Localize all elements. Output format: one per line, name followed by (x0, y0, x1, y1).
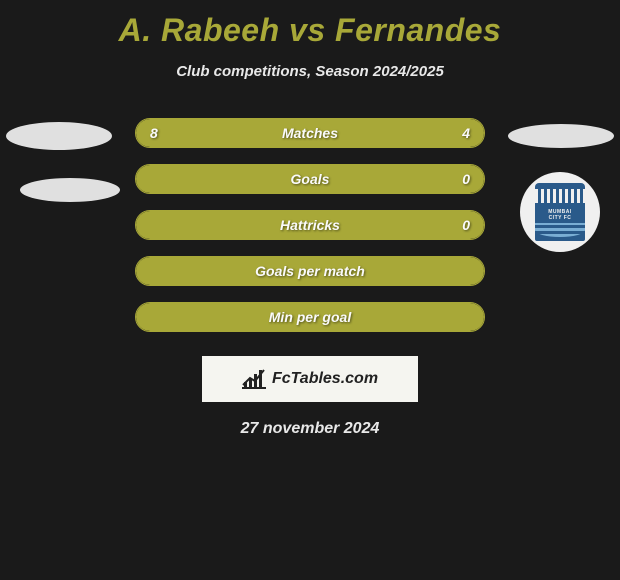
comparison-subtitle: Club competitions, Season 2024/2025 (0, 63, 620, 80)
badge-text: MUMBAI CITY FC (541, 209, 579, 221)
stat-label: Goals (291, 171, 330, 187)
player-left-placeholder-bottom (20, 178, 120, 202)
chart-icon (242, 369, 266, 389)
stat-row: 8 Matches 4 (135, 118, 485, 148)
stat-row: Goals per match (135, 256, 485, 286)
brand-name: FcTables.com (272, 370, 378, 388)
stat-value-right: 0 (462, 217, 470, 233)
stat-row: Goals 0 (135, 164, 485, 194)
stat-value-left: 8 (150, 125, 158, 141)
stat-row: Min per goal (135, 302, 485, 332)
stat-label: Hattricks (280, 217, 340, 233)
stat-row: Hattricks 0 (135, 210, 485, 240)
stat-label: Goals per match (255, 263, 365, 279)
stat-value-right: 0 (462, 171, 470, 187)
stat-label: Matches (282, 125, 338, 141)
player-left-placeholder-top (6, 122, 112, 150)
stat-label: Min per goal (269, 309, 351, 325)
player-right-placeholder-top (508, 124, 614, 148)
report-date: 27 november 2024 (0, 420, 620, 438)
team-right-badge: MUMBAI CITY FC (520, 172, 600, 252)
brand-logo-box: FcTables.com (202, 356, 418, 402)
comparison-title: A. Rabeeh vs Fernandes (0, 0, 620, 49)
stat-value-right: 4 (462, 125, 470, 141)
mumbai-city-shield-icon: MUMBAI CITY FC (535, 183, 585, 241)
